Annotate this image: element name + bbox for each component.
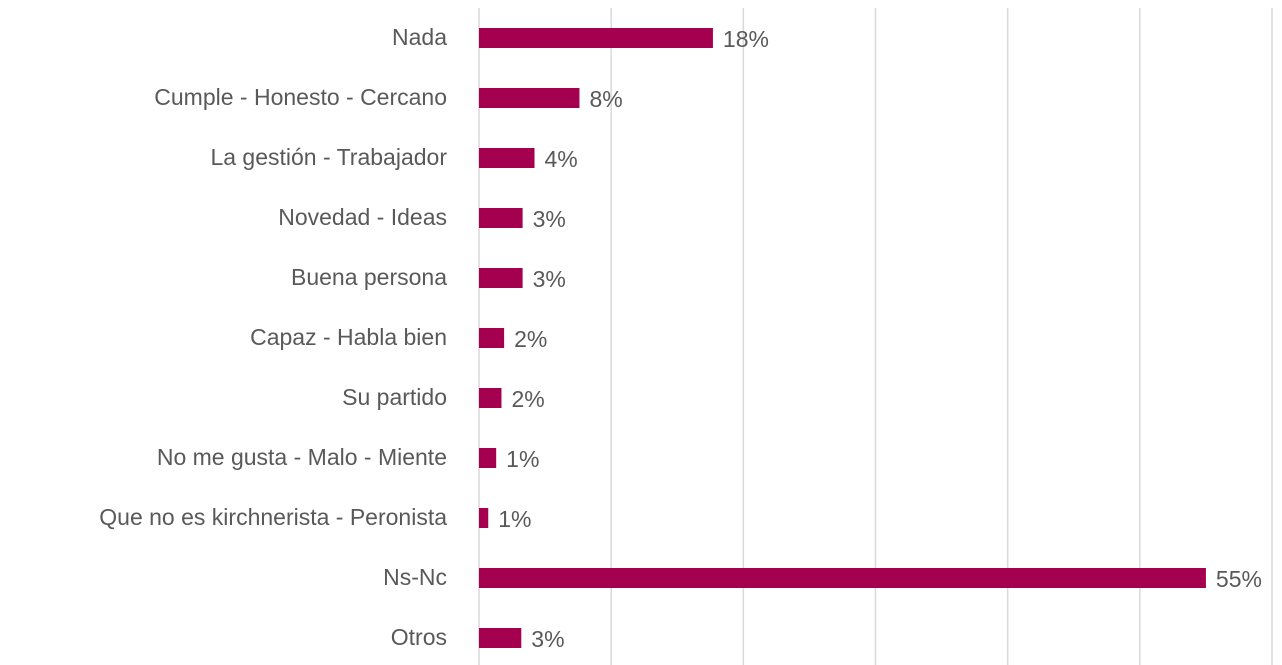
bar <box>479 508 489 528</box>
y-tick-label: No me gusta - Malo - Miente <box>157 444 447 470</box>
data-label: 8% <box>589 86 622 112</box>
data-label: 3% <box>533 206 566 232</box>
y-tick-label: Cumple - Honesto - Cercano <box>154 84 447 110</box>
y-tick-label: Capaz - Habla bien <box>250 324 447 350</box>
y-tick-label: Que no es kirchnerista - Peronista <box>99 504 447 530</box>
data-label: 18% <box>723 26 769 52</box>
bar <box>479 628 522 648</box>
data-label: 3% <box>531 626 564 652</box>
bar <box>479 88 580 108</box>
data-label: 55% <box>1216 566 1262 592</box>
bar <box>479 328 505 348</box>
bar <box>479 268 523 288</box>
data-label: 4% <box>545 146 578 172</box>
bar <box>479 148 535 168</box>
bar <box>479 28 713 48</box>
data-label: 2% <box>514 326 547 352</box>
bar <box>479 448 497 468</box>
data-label: 1% <box>498 506 531 532</box>
y-tick-label: La gestión - Trabajador <box>210 144 447 170</box>
y-tick-label: Buena persona <box>291 264 447 290</box>
y-tick-label: Otros <box>391 624 447 650</box>
data-label: 2% <box>511 386 544 412</box>
y-tick-label: Novedad - Ideas <box>278 204 447 230</box>
data-label: 1% <box>506 446 539 472</box>
bar <box>479 388 502 408</box>
bar <box>479 208 523 228</box>
y-tick-label: Su partido <box>342 384 447 410</box>
bar <box>479 568 1206 588</box>
y-tick-label: Nada <box>392 24 447 50</box>
y-tick-label: Ns-Nc <box>383 564 447 590</box>
data-label: 3% <box>533 266 566 292</box>
